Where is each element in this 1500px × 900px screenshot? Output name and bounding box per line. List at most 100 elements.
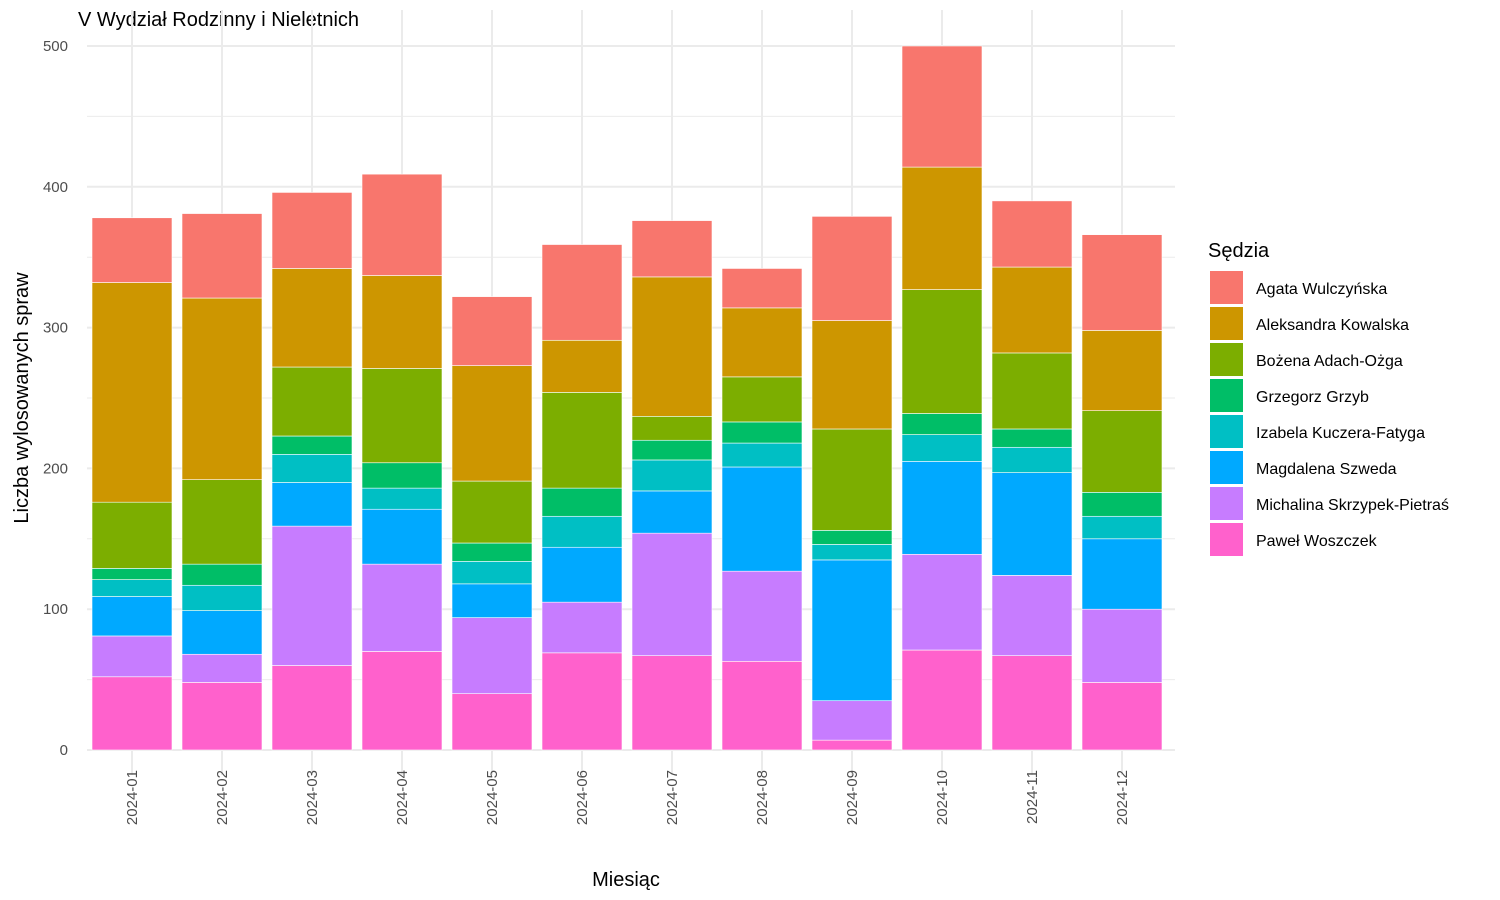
bar-segment — [271, 525, 353, 666]
bar-segment — [991, 352, 1073, 430]
bar-segment — [181, 682, 263, 751]
bar-segment — [991, 266, 1073, 354]
bar-segment — [901, 289, 983, 414]
x-tick-label: 2024-03 — [304, 770, 321, 825]
bar-segment — [811, 559, 893, 702]
bar-segment — [361, 462, 443, 489]
bar-segment — [181, 653, 263, 683]
x-tick-label: 2024-01 — [124, 770, 141, 825]
bar-segment — [181, 563, 263, 586]
bar-segment — [901, 461, 983, 555]
legend-swatch — [1210, 523, 1243, 556]
legend-title: Sędzia — [1208, 240, 1270, 262]
bar-segment — [271, 482, 353, 527]
bar-segment — [91, 635, 173, 678]
bar-segment — [901, 649, 983, 751]
bar-segment — [1081, 608, 1163, 683]
bar-segment — [271, 268, 353, 368]
legend-label: Agata Wulczyńska — [1256, 281, 1387, 298]
bar-segment — [91, 676, 173, 751]
legend-label: Paweł Woszczek — [1256, 533, 1378, 550]
bar-segment — [811, 320, 893, 430]
y-axis-title: Liczba wylosowanych spraw — [11, 272, 33, 524]
x-tick-label: 2024-02 — [214, 770, 231, 825]
y-tick-label: 300 — [43, 320, 68, 337]
bar-segment — [631, 532, 713, 656]
y-tick-label: 0 — [60, 742, 68, 759]
y-tick-label: 100 — [43, 601, 68, 618]
bar-segment — [271, 454, 353, 483]
bar-segment — [361, 508, 443, 565]
bar-segment — [541, 515, 623, 548]
bar-segment — [991, 428, 1073, 448]
y-axis-ticks: 0 100 200 300 400 500 — [43, 38, 68, 759]
bar-segment — [361, 275, 443, 369]
x-tick-label: 2024-09 — [844, 770, 861, 825]
bar-segment — [631, 276, 713, 417]
x-tick-label: 2024-06 — [574, 770, 591, 825]
bar-segment — [811, 530, 893, 545]
bar-segment — [451, 617, 533, 694]
bar-segment — [541, 339, 623, 393]
x-axis-title: Miesiąc — [592, 869, 660, 891]
bar-segment — [181, 297, 263, 480]
bar-segment — [811, 700, 893, 741]
bar-segment — [91, 501, 173, 569]
bar-segment — [1081, 515, 1163, 540]
bar-segment — [1081, 492, 1163, 517]
bar-segment — [361, 651, 443, 751]
bar-segment — [361, 563, 443, 652]
bar-segment — [811, 544, 893, 561]
bar-segment — [811, 216, 893, 321]
bar-segment — [361, 487, 443, 510]
bar-segment — [721, 268, 803, 309]
bar-segment — [631, 459, 713, 492]
bar-segment — [451, 296, 533, 366]
bar-segment — [721, 442, 803, 468]
bar-segment — [721, 660, 803, 751]
bar-segment — [181, 213, 263, 299]
bar-segment — [361, 368, 443, 464]
legend: Sędzia Agata Wulczyńska Aleksandra Kowals… — [1208, 240, 1449, 556]
bar-segment — [541, 652, 623, 751]
legend-swatch — [1210, 451, 1243, 484]
bar-segment — [451, 365, 533, 482]
bar-segment — [271, 366, 353, 437]
bar-segment — [811, 739, 893, 751]
bar-segment — [631, 655, 713, 751]
legend-swatch — [1210, 487, 1243, 520]
bar-segment — [91, 282, 173, 503]
bar-segment — [901, 166, 983, 290]
x-tick-label: 2024-04 — [394, 770, 411, 825]
bar-segment — [721, 421, 803, 444]
bar-segment — [631, 439, 713, 461]
legend-swatch — [1210, 271, 1243, 304]
bar-segment — [451, 542, 533, 562]
bar-segment — [1081, 682, 1163, 751]
x-tick-label: 2024-12 — [1114, 770, 1131, 825]
bar-segment — [541, 601, 623, 654]
x-axis-ticks: 2024-01 2024-02 2024-03 2024-04 2024-05 2024-… — [124, 770, 1131, 825]
bar-segment — [991, 200, 1073, 268]
bar-segment — [991, 472, 1073, 576]
bar-segment — [271, 665, 353, 751]
bar-segment — [1081, 234, 1163, 331]
bar-segment — [721, 466, 803, 572]
bar-segment — [451, 480, 533, 544]
bar-segment — [1081, 410, 1163, 493]
bar-segment — [451, 693, 533, 751]
x-tick-label: 2024-05 — [484, 770, 501, 825]
bar-segment — [91, 579, 173, 597]
y-tick-label: 200 — [43, 460, 68, 477]
bar-segment — [721, 376, 803, 423]
bar-segment — [271, 435, 353, 455]
legend-swatch — [1210, 379, 1243, 412]
bars — [91, 45, 1163, 751]
x-tick-label: 2024-07 — [664, 770, 681, 825]
bar-segment — [631, 416, 713, 441]
bar-segment — [361, 173, 443, 276]
chart-title: V Wydział Rodzinny i Nieletnich — [78, 9, 359, 31]
bar-segment — [181, 479, 263, 565]
y-tick-label: 500 — [43, 38, 68, 55]
